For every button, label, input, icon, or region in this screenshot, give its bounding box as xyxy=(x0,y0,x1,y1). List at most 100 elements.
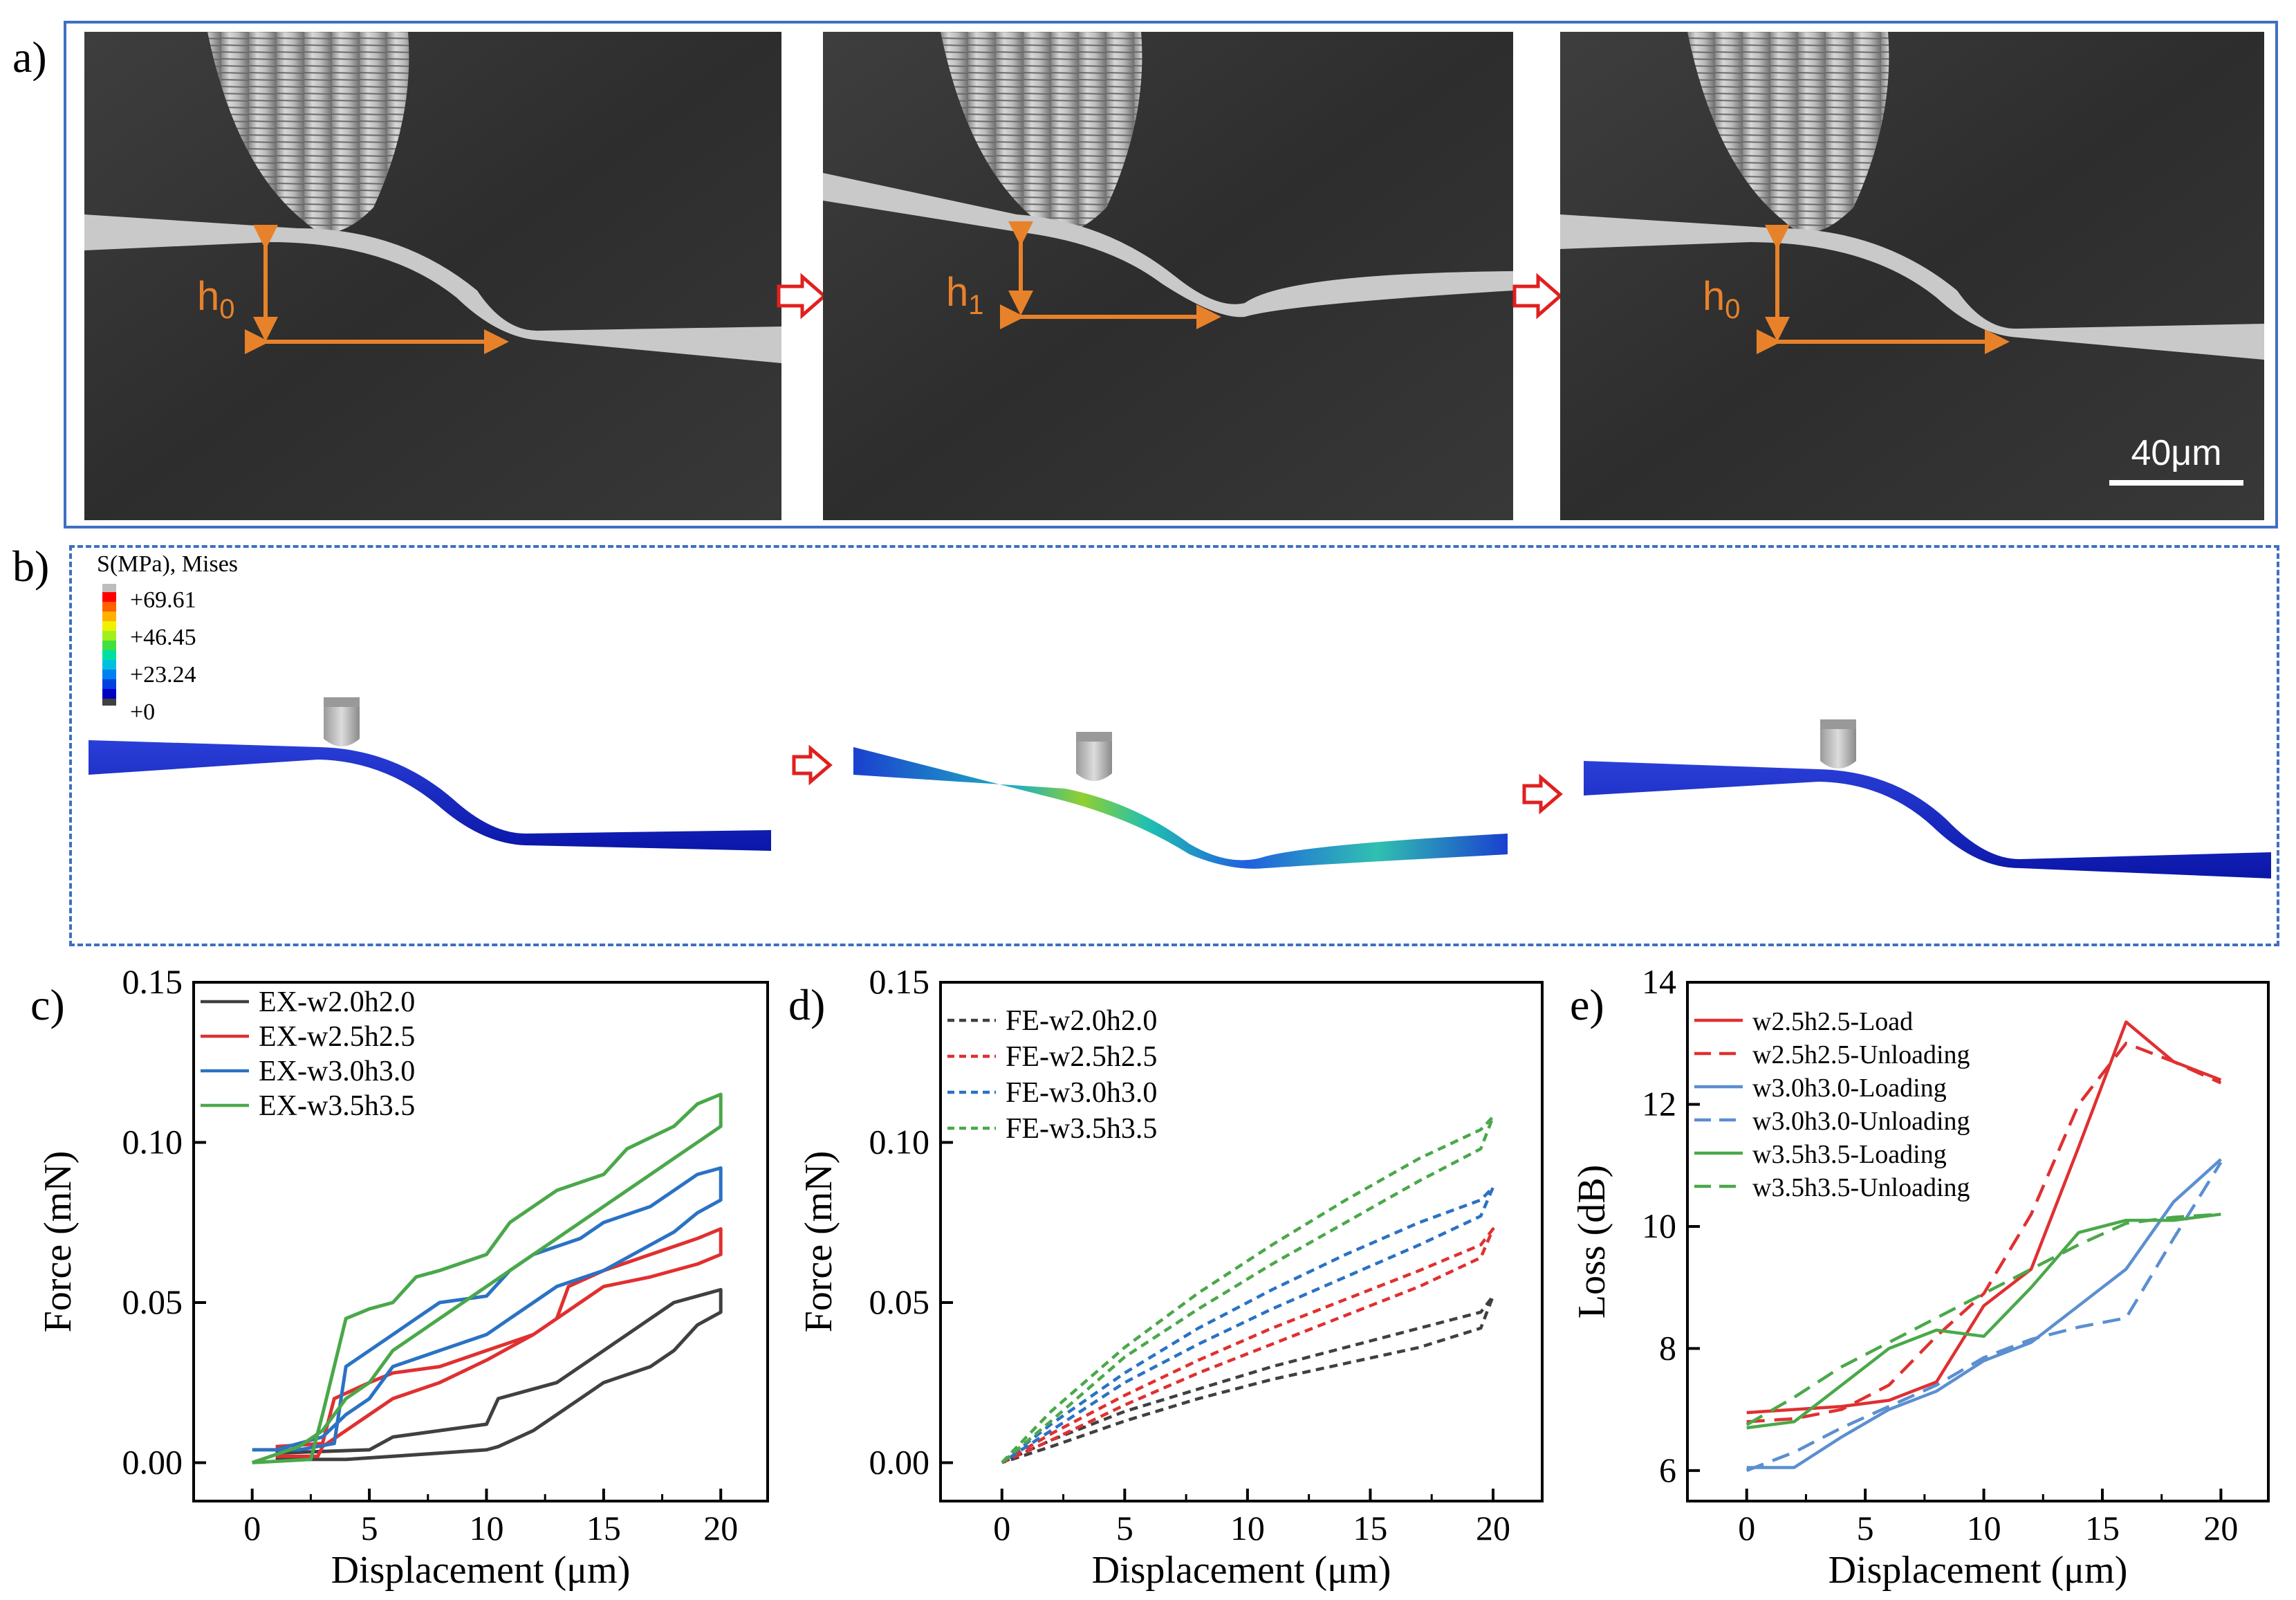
chart-e-series-5-line xyxy=(1746,1213,2221,1430)
chart-c-ylabel: Force (mN) xyxy=(37,1151,80,1333)
fe-transition-arrow-2 xyxy=(1522,773,1563,815)
fe-simulation: S(MPa), Mises +69.61 +46.45 +23.24 +0 xyxy=(89,551,2271,879)
fe-beam-2 xyxy=(853,732,1508,869)
fe-beam-1 xyxy=(89,697,771,851)
fe-legend-value-2: +46.45 xyxy=(130,625,196,650)
chart-e-series-2-line xyxy=(1746,1041,2222,1424)
chart-c-xtick-label: 5 xyxy=(361,1509,378,1547)
chart-e-xtick-label: 0 xyxy=(1738,1509,1755,1547)
chart-c-legend-label-2: EX-w2.5h2.5 xyxy=(259,1021,415,1053)
panel-b-label: b) xyxy=(12,542,50,591)
chart-d-series-4-line xyxy=(1001,1115,1495,1464)
fe-legend-title: S(MPa), Mises xyxy=(97,551,238,577)
fe-transition-arrow-1 xyxy=(792,744,833,786)
fe-beam-3 xyxy=(1584,719,2271,879)
sem-image-3: h0 40μm xyxy=(1560,32,2264,520)
panel-a-label: a) xyxy=(12,33,47,82)
chart-d-legend-label-3: FE-w3.0h3.0 xyxy=(1006,1077,1157,1109)
panel-e-label: e) xyxy=(1570,980,1604,1029)
chart-d-series-2-line xyxy=(1001,1227,1495,1464)
chart-e-xtick-label: 5 xyxy=(1857,1509,1874,1547)
chart-d-ytick-label: 0.15 xyxy=(869,968,930,1001)
chart-c-series-3-line xyxy=(252,1166,723,1452)
chart-c-plot-frame xyxy=(192,981,769,1502)
chart-c-xtick-label: 15 xyxy=(586,1509,621,1547)
fe-colorbar xyxy=(102,584,116,706)
chart-e: 0 5 10 15 20 6 8 10 12 14 Displacement (μm) Loss (d… xyxy=(1571,968,2270,1591)
chart-d-ytick-label: 0.00 xyxy=(869,1442,930,1481)
chart-e-ytick-label: 10 xyxy=(1642,1206,1676,1245)
indenter-tip-1 xyxy=(207,32,409,232)
fe-legend-value-1: +69.61 xyxy=(130,587,196,613)
sem-images: h0 h1 h0 40μm xyxy=(84,32,2264,520)
sem-image-2: h1 xyxy=(823,32,1513,520)
chart-c-series-4-line xyxy=(251,1092,723,1464)
sem-image-1: h0 xyxy=(84,32,781,520)
chart-d-ytick-label: 0.05 xyxy=(869,1282,930,1321)
panel-b-frame xyxy=(69,545,2279,946)
panel-a-frame xyxy=(64,21,2278,528)
panel-d-label: d) xyxy=(788,980,826,1029)
chart-e-ytick-label: 14 xyxy=(1642,968,1676,1001)
chart-e-xlabel: Displacement (μm) xyxy=(1829,1549,2128,1591)
chart-c: 0 5 10 15 20 0.00 0.05 0.10 0.15 Displacement (μm… xyxy=(37,968,769,1591)
chart-d-xtick-label: 15 xyxy=(1353,1509,1387,1547)
chart-c-xtick-label: 20 xyxy=(703,1509,738,1547)
chart-c-xtick-label: 0 xyxy=(243,1509,261,1547)
fe-legend-value-4: +0 xyxy=(130,699,155,725)
chart-d-legend-label-1: FE-w2.0h2.0 xyxy=(1006,1005,1157,1037)
chart-e-xtick-label: 20 xyxy=(2203,1509,2238,1547)
fiber-2 xyxy=(823,173,1513,318)
chart-c-xtick-label: 10 xyxy=(469,1509,503,1547)
chart-c-series-2-line xyxy=(275,1227,723,1458)
chart-c-ytick-label: 0.05 xyxy=(122,1282,183,1321)
chart-e-series-6-line xyxy=(1746,1213,2221,1426)
height-label-2: h1 xyxy=(946,270,984,320)
chart-e-ytick-label: 8 xyxy=(1659,1328,1676,1367)
chart-e-series-3-line xyxy=(1746,1158,2222,1469)
chart-e-ylabel: Loss (dB) xyxy=(1571,1165,1613,1318)
height-label-3: h0 xyxy=(1703,274,1741,324)
chart-d-series-3-line xyxy=(1001,1186,1495,1464)
chart-d-xtick-label: 0 xyxy=(993,1509,1010,1547)
chart-c-ytick-label: 0.15 xyxy=(122,968,183,1001)
scale-bar-label: 40μm xyxy=(2131,433,2221,473)
fiber-1 xyxy=(84,214,781,363)
indenter-tip-2 xyxy=(941,32,1142,232)
chart-d: 0 5 10 15 20 0.00 0.05 0.10 0.15 Displacement (μm… xyxy=(797,968,1544,1591)
indenter-tip-3 xyxy=(1687,32,1889,232)
chart-e-ytick-label: 6 xyxy=(1659,1451,1676,1489)
chart-c-legend-label-1: EX-w2.0h2.0 xyxy=(259,986,415,1018)
fiber-3 xyxy=(1560,214,2264,360)
chart-d-ylabel: Force (mN) xyxy=(797,1151,840,1333)
chart-c-legend-label-3: EX-w3.0h3.0 xyxy=(259,1056,415,1087)
chart-c-legend-label-4: EX-w3.5h3.5 xyxy=(259,1090,415,1122)
chart-d-xtick-label: 10 xyxy=(1230,1509,1265,1547)
chart-e-series-1-line xyxy=(1746,1020,2222,1415)
chart-e-legend-label-1: w2.5h2.5-Load xyxy=(1752,1007,1913,1036)
chart-e-plot-frame xyxy=(1686,981,2270,1502)
chart-e-xtick-label: 15 xyxy=(2085,1509,2120,1547)
transition-arrow-2 xyxy=(1512,273,1563,320)
chart-e-series-4-line xyxy=(1746,1161,2223,1472)
chart-d-legend-label-4: FE-w3.5h3.5 xyxy=(1006,1113,1157,1145)
chart-c-ytick-label: 0.00 xyxy=(122,1442,183,1481)
chart-e-ytick-label: 12 xyxy=(1642,1084,1676,1123)
height-label-1: h0 xyxy=(197,274,235,324)
chart-d-ytick-label: 0.10 xyxy=(869,1122,930,1161)
chart-c-xlabel: Displacement (μm) xyxy=(331,1549,631,1591)
panel-c-label: c) xyxy=(30,980,65,1029)
chart-e-legend-label-6: w3.5h3.5-Unloading xyxy=(1752,1173,1970,1202)
chart-e-xtick-label: 10 xyxy=(1967,1509,2001,1547)
chart-d-plot-frame xyxy=(939,981,1544,1502)
fe-legend-value-3: +23.24 xyxy=(130,662,196,688)
chart-e-legend-label-3: w3.0h3.0-Loading xyxy=(1752,1074,1947,1103)
chart-d-xtick-label: 20 xyxy=(1476,1509,1510,1547)
chart-d-series-1-line xyxy=(1001,1294,1495,1464)
chart-c-ytick-label: 0.10 xyxy=(122,1122,183,1161)
chart-e-legend-label-4: w3.0h3.0-Unloading xyxy=(1752,1107,1970,1136)
chart-d-xtick-label: 5 xyxy=(1116,1509,1133,1547)
chart-d-legend-label-2: FE-w2.5h2.5 xyxy=(1006,1041,1157,1073)
chart-c-series-1-line xyxy=(275,1287,723,1462)
transition-arrow-1 xyxy=(777,273,827,320)
